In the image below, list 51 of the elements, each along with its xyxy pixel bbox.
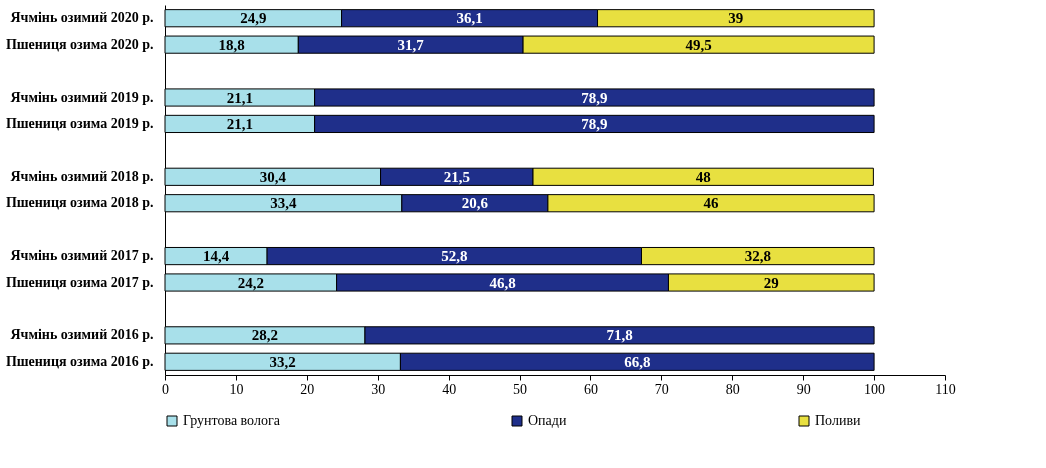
data-label: 46: [703, 195, 719, 212]
x-tick-label: 50: [513, 381, 528, 397]
data-label: 14,4: [202, 248, 230, 265]
data-label: 39: [728, 10, 744, 27]
data-label: 46,8: [489, 274, 516, 291]
data-label: 21,1: [226, 115, 253, 132]
x-tick-label: 100: [864, 381, 886, 397]
data-label: 24,2: [237, 274, 264, 291]
data-label: 18,8: [218, 36, 245, 53]
x-tick-label: 80: [725, 381, 740, 397]
data-label: 29: [763, 274, 779, 291]
x-tick-label: 40: [442, 381, 457, 397]
data-label: 30,4: [259, 168, 287, 185]
y-tick-label: Пшениця озима 2017 р.: [5, 274, 154, 290]
data-label: 33,4: [270, 195, 298, 212]
legend-label: Грунтова волога: [183, 413, 281, 428]
data-label: 31,7: [397, 36, 425, 53]
y-tick-label: Пшениця озима 2018 р.: [5, 195, 154, 211]
x-tick-label: 10: [229, 381, 244, 397]
data-label: 78,9: [581, 89, 608, 106]
data-label: 24,9: [240, 10, 267, 27]
data-label: 71,8: [606, 327, 633, 344]
x-tick-label: 70: [654, 381, 669, 397]
data-label: 52,8: [441, 248, 468, 265]
data-label: 33,2: [269, 353, 296, 370]
legend-label: Опади: [528, 413, 567, 428]
data-label: 78,9: [581, 115, 608, 132]
data-label: 48: [695, 168, 711, 185]
x-tick-label: 60: [583, 381, 598, 397]
x-tick-label: 30: [371, 381, 386, 397]
x-tick-label: 110: [935, 381, 956, 397]
y-tick-label: Ячмінь озимий 2018 р.: [10, 168, 154, 184]
y-tick-label: Пшениця озима 2020 р.: [5, 36, 154, 52]
y-tick-label: Пшениця озима 2019 р.: [5, 115, 154, 131]
x-tick-label: 90: [796, 381, 811, 397]
data-label: 49,5: [685, 36, 712, 53]
data-label: 21,5: [443, 168, 470, 185]
x-tick-label: 0: [162, 381, 169, 397]
y-tick-label: Ячмінь озимий 2019 р.: [10, 89, 154, 105]
y-tick-label: Ячмінь озимий 2020 р.: [10, 10, 154, 26]
y-tick-label: Ячмінь озимий 2017 р.: [10, 248, 154, 264]
legend-label: Поливи: [815, 413, 862, 428]
y-tick-label: Ячмінь озимий 2016 р.: [10, 327, 154, 343]
data-label: 36,1: [456, 10, 483, 27]
data-label: 21,1: [226, 89, 253, 106]
data-label: 28,2: [251, 327, 279, 344]
data-label: 32,8: [744, 248, 771, 265]
y-tick-label: Пшениця озима 2016 р.: [5, 353, 154, 369]
x-tick-label: 20: [300, 381, 315, 397]
data-label: 66,8: [624, 353, 651, 370]
data-label: 20,6: [461, 195, 489, 212]
